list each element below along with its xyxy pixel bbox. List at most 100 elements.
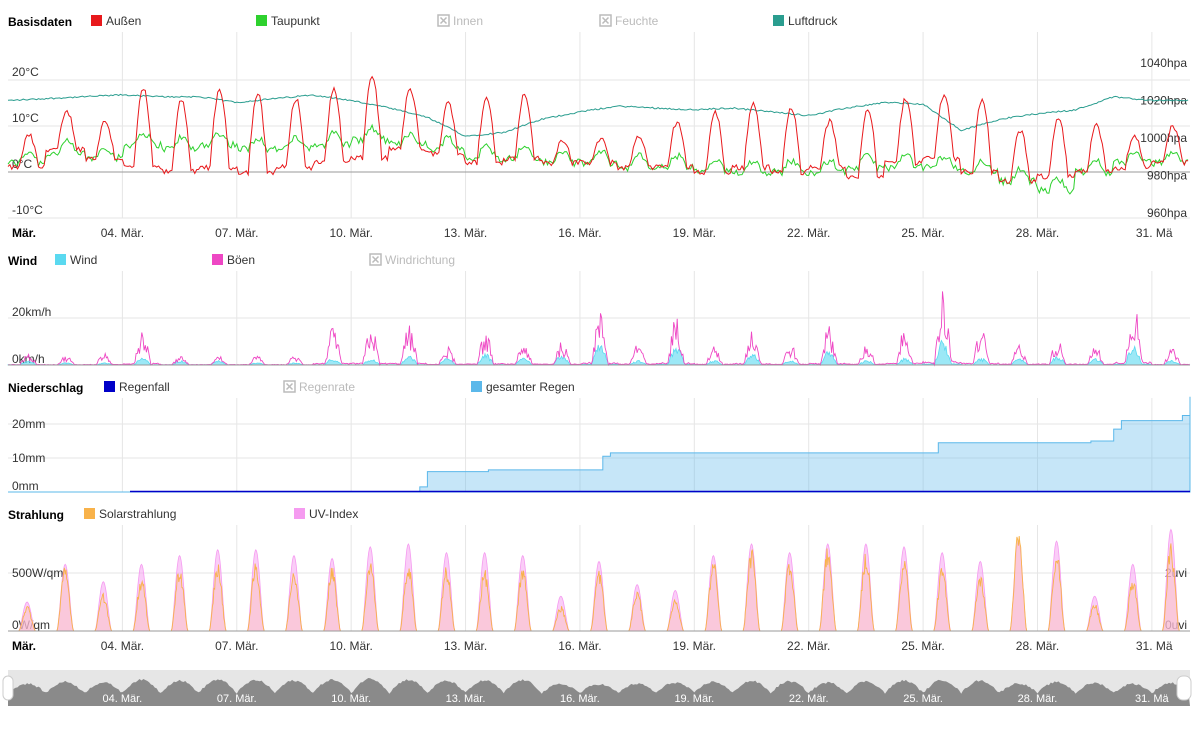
panel-basisdaten: Basisdaten Außen Taupunkt Innen Feuchte Luft… (7, 14, 1190, 220)
navigator-handle-left[interactable] (2, 675, 14, 701)
plot-basisdaten: 20°C10°C0°C-10°C1040hpa1020hpa1000hpa980… (7, 32, 1190, 220)
x-tick-label: 13. Mär. (444, 639, 487, 653)
x-tick-label: 04. Mär. (101, 639, 144, 653)
y-tick-label: 20mm (12, 417, 45, 431)
x-tick-label: 19. Mär. (673, 226, 716, 240)
series-aussen (7, 75, 1189, 185)
legend-label: gesamter Regen (486, 380, 575, 394)
x-tick-label: 31. Mä (1136, 639, 1173, 653)
y-tick-label-right: 980hpa (1147, 169, 1187, 183)
x-tick-label: 07. Mär. (215, 226, 258, 240)
legend-swatch-outline (283, 380, 296, 393)
x-tick-label: 28. Mär. (1016, 226, 1059, 240)
legend-item-uv-index[interactable]: UV-Index (294, 507, 358, 521)
y-tick-label: 0mm (12, 479, 39, 493)
plot-background (8, 398, 1190, 492)
legend-label: Taupunkt (271, 14, 320, 28)
navigator-tick-label: 22. Mär. (789, 693, 829, 705)
plot-niederschlag: 20mm 10mm 0mm (8, 396, 1191, 493)
y-tick-label: 10mm (12, 451, 45, 465)
legend-item-regenfall[interactable]: Regenfall (104, 380, 170, 394)
navigator-tick-label: 16. Mär. (560, 693, 600, 705)
x-tick-label: 19. Mär. (673, 639, 716, 653)
legend-item-windrichtung[interactable]: Windrichtung (369, 253, 455, 267)
panel-strahlung: Strahlung Solarstrahlung UV-Index 500W/qm… (8, 507, 1190, 632)
x-tick-label: 10. Mär. (329, 639, 372, 653)
legend-item-solarstrahlung[interactable]: Solarstrahlung (84, 507, 176, 521)
series-luftdruck (7, 93, 1189, 137)
navigator-handle-right[interactable] (1176, 675, 1192, 701)
navigator-tick-label: 19. Mär. (674, 693, 714, 705)
navigator-tick-label: 28. Mär. (1018, 693, 1058, 705)
navigator[interactable]: 04. Mär. 07. Mär. 10. Mär. 13. Mär. 16. Mär.… (2, 670, 1192, 706)
legend-strahlung: Solarstrahlung UV-Index (84, 507, 358, 521)
legend-item-regenrate[interactable]: Regenrate (283, 380, 355, 394)
legend-item-au-en[interactable]: Außen (91, 14, 141, 28)
navigator-tick-label: 04. Mär. (103, 693, 143, 705)
x-tick-label: 13. Mär. (444, 226, 487, 240)
x-tick-label: 22. Mär. (787, 639, 830, 653)
legend-item-taupunkt[interactable]: Taupunkt (256, 14, 320, 28)
legend-swatch (773, 15, 784, 26)
y-tick-label-right: 960hpa (1147, 206, 1187, 220)
legend-wind: Wind Böen Windrichtung (55, 253, 455, 267)
x-axis-bottom: Mär. 04. Mär. 07. Mär. 10. Mär. 13. Mär. 16. … (12, 639, 1173, 653)
legend-label: Solarstrahlung (99, 507, 176, 521)
legend-label: Windrichtung (385, 253, 455, 267)
legend-niederschlag: Regenfall Regenrate gesamter Regen (104, 380, 575, 394)
x-tick-label: 31. Mä (1136, 226, 1173, 240)
legend-cross (439, 16, 448, 25)
legend-swatch (84, 508, 95, 519)
x-axis-top: Mär. 04. Mär. 07. Mär. 10. Mär. 13. Mär. 16. … (12, 226, 1173, 240)
legend-label: Wind (70, 253, 97, 267)
legend-label: Regenrate (299, 380, 355, 394)
x-tick-month: Mär. (12, 639, 36, 653)
x-tick-label: 07. Mär. (215, 639, 258, 653)
navigator-tick-label: 10. Mär. (331, 693, 371, 705)
legend-item-gesamter-regen[interactable]: gesamter Regen (471, 380, 575, 394)
legend-cross (285, 382, 294, 391)
panel-title-wind: Wind (8, 254, 37, 268)
legend-basisdaten: Außen Taupunkt Innen Feuchte Luftdruck (91, 14, 838, 28)
legend-label: Luftdruck (788, 14, 838, 28)
legend-item-b-en[interactable]: Böen (212, 253, 255, 267)
legend-item-luftdruck[interactable]: Luftdruck (773, 14, 838, 28)
legend-swatch (212, 254, 223, 265)
legend-item-innen[interactable]: Innen (437, 14, 483, 28)
legend-swatch (471, 381, 482, 392)
x-tick-label: 25. Mär. (901, 226, 944, 240)
y-tick-label-right: 1040hpa (1140, 56, 1187, 70)
legend-swatch (294, 508, 305, 519)
navigator-series (8, 678, 1190, 706)
panel-niederschlag: Niederschlag Regenfall Regenrate gesamter … (8, 380, 1191, 493)
navigator-tick-label: 13. Mär. (446, 693, 486, 705)
legend-swatch-outline (437, 14, 450, 27)
legend-swatch-outline (599, 14, 612, 27)
legend-label: Außen (106, 14, 141, 28)
legend-swatch (91, 15, 102, 26)
legend-label: Feuchte (615, 14, 659, 28)
x-tick-label: 25. Mär. (901, 639, 944, 653)
plot-strahlung: 500W/qm0W/qm2uvi0uvi (8, 525, 1190, 632)
y-tick-label: 10°C (12, 111, 39, 125)
legend-label: Innen (453, 14, 483, 28)
x-tick-month: Mär. (12, 226, 36, 240)
legend-swatch (55, 254, 66, 265)
legend-label: Regenfall (119, 380, 170, 394)
y-tick-label: 20km/h (12, 305, 51, 319)
legend-disabled-icon (283, 380, 296, 393)
x-tick-label: 10. Mär. (329, 226, 372, 240)
x-tick-label: 22. Mär. (787, 226, 830, 240)
panel-wind: Wind Wind Böen Windrichtung 20km/h 0km/h (7, 253, 1191, 367)
legend-label: UV-Index (309, 507, 358, 521)
legend-swatch (104, 381, 115, 392)
legend-disabled-icon (599, 14, 612, 27)
legend-cross (601, 16, 610, 25)
y-tick-label: 0km/h (12, 352, 45, 366)
panel-title-niederschlag: Niederschlag (8, 381, 83, 395)
legend-item-wind[interactable]: Wind (55, 253, 97, 267)
legend-item-feuchte[interactable]: Feuchte (599, 14, 659, 28)
series-gesamter-regen (8, 396, 1191, 493)
legend-swatch-outline (369, 253, 382, 266)
